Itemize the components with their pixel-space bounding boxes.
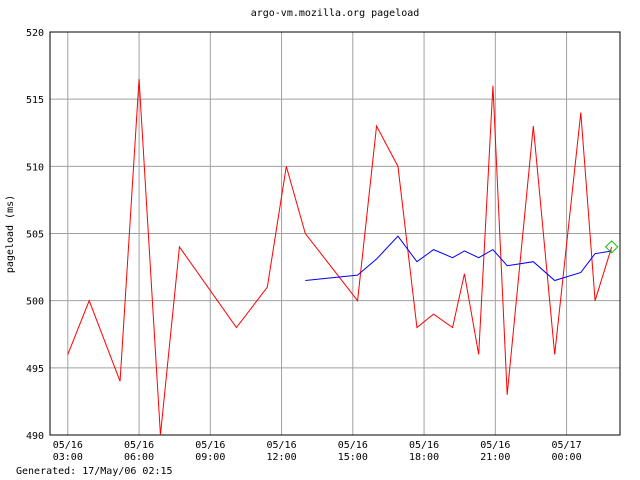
series-line [67,78,613,436]
y-tick-label: 505 [26,230,44,241]
y-axis-label: pageload (ms) [5,195,16,273]
y-tick-label: 500 [26,297,44,308]
last-point-marker [604,240,619,254]
y-tick-label: 490 [26,431,44,442]
footer: Generated: 17/May/06 02:15 [16,466,173,477]
x-tick-label: 05/16 06:00 [124,440,155,463]
y-tick-label: 495 [26,364,44,375]
y-tick-label: 520 [26,28,44,39]
x-tick-label: 05/16 21:00 [480,440,511,463]
x-tick-label: 05/16 12:00 [266,440,297,463]
x-tick-label: 05/16 03:00 [52,440,83,463]
series-line [305,235,612,282]
x-tick-label: 05/16 09:00 [195,440,226,463]
x-tick-label: 05/17 00:00 [551,440,582,463]
x-tick-label: 05/16 15:00 [337,440,368,463]
y-tick-label: 515 [26,95,44,106]
chart-title: argo-vm.mozilla.org pageload [251,8,420,19]
plot-frame [49,31,621,436]
y-tick-label: 510 [26,162,44,173]
x-tick-label: 05/16 18:00 [409,440,440,463]
